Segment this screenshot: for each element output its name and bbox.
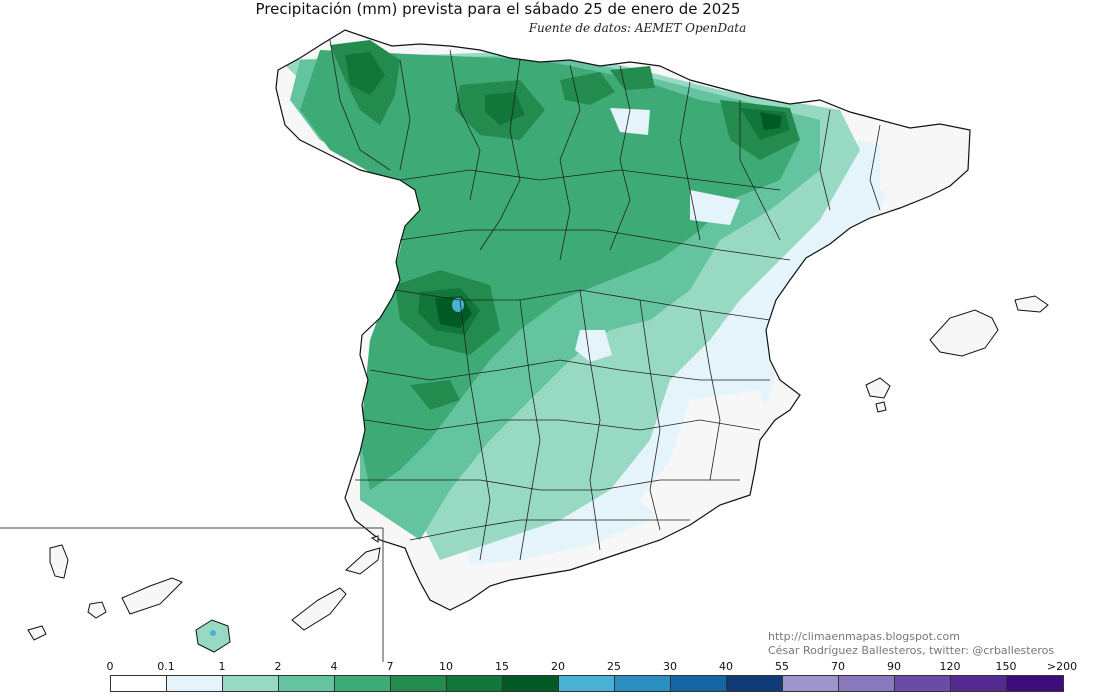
legend-swatch xyxy=(167,676,223,691)
credits-url: http://climaenmapas.blogspot.com xyxy=(768,630,960,643)
legend-swatch xyxy=(783,676,839,691)
legend-tick-label: 2 xyxy=(274,660,282,673)
legend-swatch xyxy=(111,676,167,691)
legend-tick-label: 120 xyxy=(939,660,961,673)
legend-swatch xyxy=(503,676,559,691)
legend-swatch xyxy=(223,676,279,691)
credits-author: César Rodríguez Ballesteros, twitter: @c… xyxy=(768,644,1055,657)
legend-swatch xyxy=(335,676,391,691)
legend-swatch xyxy=(727,676,783,691)
legend-tick-label: 7 xyxy=(386,660,394,673)
legend-tick-label: 20 xyxy=(551,660,565,673)
legend-tick-label: 90 xyxy=(887,660,901,673)
legend-tick-label: 15 xyxy=(495,660,509,673)
legend-tick-label: 40 xyxy=(719,660,733,673)
province-borders xyxy=(329,39,881,561)
legend-swatch xyxy=(951,676,1007,691)
legend-swatch xyxy=(895,676,951,691)
spain-outline xyxy=(275,29,971,611)
legend-tick-label: 1 xyxy=(218,660,226,673)
legend-labels: 0 0.1 1 2 4 7 10 15 20 25 30 40 55 70 90 120 150 >200 xyxy=(0,660,1098,674)
legend-swatch xyxy=(671,676,727,691)
legend-tick-label: 10 xyxy=(439,660,453,673)
legend-tick-label: >200 xyxy=(1046,660,1078,673)
legend-tick-label: 0.1 xyxy=(157,660,175,673)
map-title: Precipitación (mm) prevista para el sába… xyxy=(255,0,741,18)
credits: http://climaenmapas.blogspot.com César R… xyxy=(768,630,1054,658)
balearic-islands xyxy=(865,295,1049,413)
legend-tick-label: 25 xyxy=(607,660,621,673)
legend-tick-label: 55 xyxy=(775,660,789,673)
legend-tick-label: 0 xyxy=(106,660,114,673)
canary-islands-inset xyxy=(0,527,384,662)
legend-tick-label: 30 xyxy=(663,660,677,673)
data-source-note: Fuente de datos: AEMET OpenData xyxy=(528,21,747,35)
legend-swatch xyxy=(391,676,447,691)
legend-tick-label: 150 xyxy=(995,660,1017,673)
legend-swatch xyxy=(839,676,895,691)
legend-swatch xyxy=(615,676,671,691)
legend-tick-label: 70 xyxy=(831,660,845,673)
legend-swatch xyxy=(279,676,335,691)
legend-swatch xyxy=(447,676,503,691)
legend-tick-label: 4 xyxy=(330,660,338,673)
legend-swatch xyxy=(559,676,615,691)
legend-color-bar xyxy=(110,675,1064,692)
legend-swatch xyxy=(1007,676,1063,691)
